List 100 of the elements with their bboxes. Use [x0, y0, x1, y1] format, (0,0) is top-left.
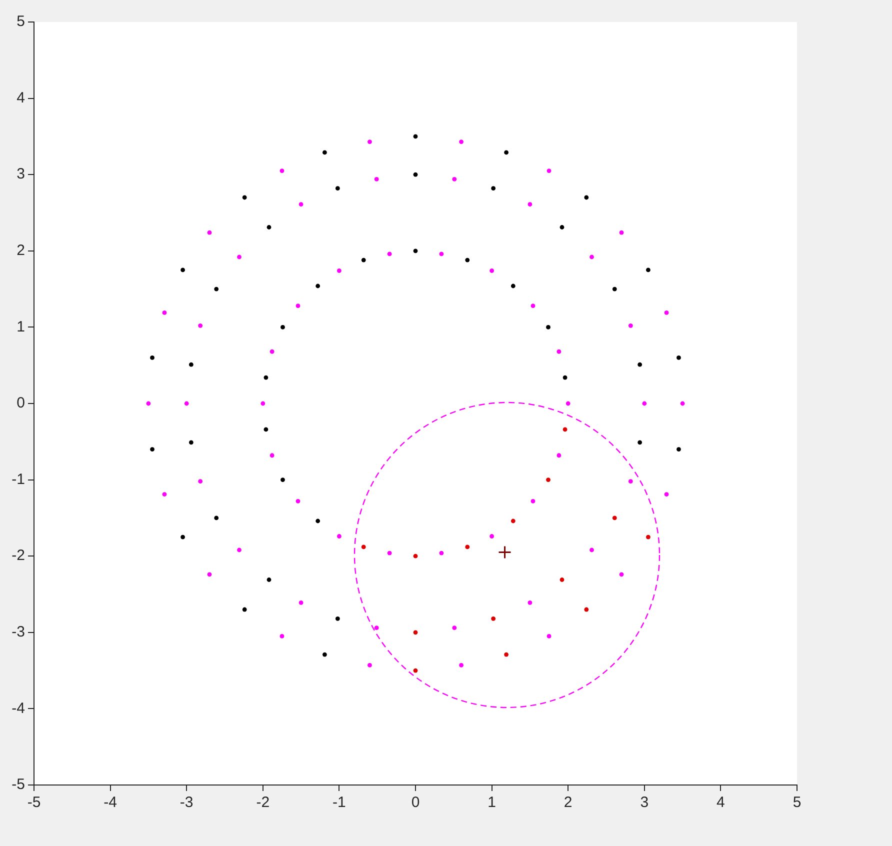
point: [322, 150, 327, 155]
point: [162, 310, 167, 315]
point: [628, 323, 633, 328]
point: [465, 544, 470, 550]
y-tick-label: 4: [16, 89, 25, 106]
point: [491, 616, 496, 621]
point: [150, 356, 154, 360]
point: [270, 349, 274, 354]
point: [264, 427, 268, 432]
point: [335, 186, 340, 191]
point: [504, 150, 508, 155]
point: [316, 518, 320, 524]
point: [361, 544, 366, 550]
point: [562, 375, 568, 380]
point: [628, 479, 633, 484]
x-tick-label: 5: [792, 794, 802, 812]
point: [150, 447, 154, 452]
point: [676, 447, 681, 452]
point: [642, 401, 647, 406]
point: [162, 492, 167, 496]
y-tick-label: 5: [16, 13, 25, 30]
point: [146, 401, 151, 406]
point: [560, 578, 564, 582]
point: [280, 168, 284, 173]
point: [198, 323, 203, 328]
point: [335, 616, 340, 621]
point: [566, 401, 570, 406]
point: [612, 286, 617, 292]
point: [439, 252, 444, 256]
point: [296, 498, 300, 504]
point: [413, 134, 418, 139]
x-tick-label: -4: [104, 794, 117, 812]
point: [490, 268, 494, 273]
point: [368, 663, 372, 668]
y-tick-label: 1: [16, 318, 25, 336]
point: [188, 440, 194, 445]
y-tick-label: 0: [16, 394, 25, 412]
point: [207, 572, 212, 577]
point: [528, 600, 532, 605]
point: [664, 310, 669, 315]
point: [528, 202, 532, 207]
point: [619, 572, 624, 577]
point: [452, 176, 457, 182]
point: [387, 252, 392, 256]
point: [270, 453, 274, 458]
point: [664, 492, 669, 496]
x-tick-label: 4: [716, 794, 725, 812]
point: [337, 268, 342, 273]
point: [180, 268, 185, 272]
point: [237, 254, 242, 260]
point: [459, 663, 464, 668]
point: [638, 362, 642, 367]
point: [280, 478, 285, 482]
y-tick-label: 3: [16, 166, 25, 183]
point: [452, 626, 457, 630]
point: [646, 268, 650, 272]
y-tick-label: -3: [12, 624, 25, 641]
x-tick-label: 3: [640, 794, 649, 812]
point: [619, 230, 624, 235]
point: [413, 172, 418, 177]
point: [387, 550, 392, 556]
point: [266, 578, 272, 582]
point: [280, 634, 284, 638]
point: [590, 548, 594, 552]
point: [465, 258, 470, 262]
point: [638, 440, 642, 445]
point: [584, 607, 589, 612]
point: [562, 427, 568, 432]
point: [242, 607, 247, 612]
point: [556, 453, 562, 458]
point: [498, 546, 512, 560]
point: [439, 550, 444, 556]
y-tick-label: -1: [12, 470, 25, 488]
point: [676, 356, 681, 360]
point: [413, 554, 418, 558]
point: [280, 325, 285, 330]
point: [413, 630, 418, 635]
y-tick-label: 2: [16, 242, 25, 260]
point: [680, 401, 685, 406]
point: [242, 195, 247, 200]
point: [510, 284, 516, 288]
point: [184, 401, 189, 406]
point: [260, 401, 266, 406]
point: [490, 534, 494, 538]
point: [237, 548, 242, 552]
point: [337, 534, 342, 538]
point: [546, 478, 550, 482]
point: [504, 652, 508, 657]
point: [322, 652, 327, 657]
point: [296, 304, 300, 308]
point: [413, 248, 418, 254]
point: [530, 304, 536, 308]
point: [361, 258, 366, 262]
y-tick-label: -5: [12, 776, 25, 794]
point: [266, 225, 272, 230]
point: [180, 534, 185, 540]
point: [546, 325, 550, 330]
point: [214, 516, 219, 520]
point: [560, 225, 564, 230]
point: [214, 286, 219, 292]
